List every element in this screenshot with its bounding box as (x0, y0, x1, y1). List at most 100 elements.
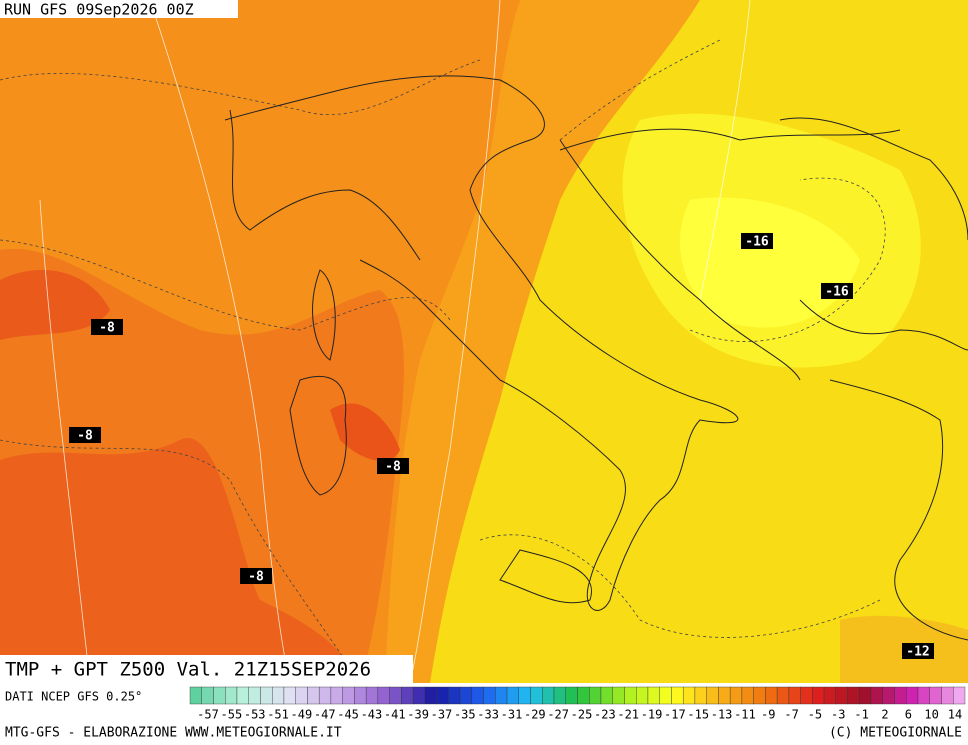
map-title: TMP + GPT Z500 Val. 21Z15SEP2026 (5, 659, 371, 681)
colorbar-swatch (917, 686, 930, 705)
colorbar-swatch (718, 686, 731, 705)
contour-label: -8 (77, 429, 93, 444)
colorbar-swatch (788, 686, 801, 705)
colorbar-label: -35 (454, 708, 476, 722)
colorbar-swatch (271, 686, 285, 705)
colorbar-swatch (401, 686, 414, 705)
colorbar-label: -23 (594, 708, 616, 722)
contour-label-box (377, 458, 409, 474)
colorbar-label: 10 (924, 708, 938, 722)
run-label: RUN GFS 09Sep2026 00Z (4, 1, 194, 19)
colorbar-label: -7 (784, 708, 798, 722)
colorbar-label: -25 (571, 708, 593, 722)
colorbar-swatch (941, 686, 954, 705)
contour-label: -8 (248, 570, 264, 585)
colorbar-swatch (765, 686, 778, 705)
colorbar-swatch (260, 686, 273, 705)
colorbar-swatch (342, 686, 355, 705)
colorbar-swatch (624, 686, 637, 705)
colorbar-swatch (647, 686, 660, 705)
footer-right: (C) METEOGIORNALE (829, 726, 962, 741)
colorbar-swatch (354, 686, 367, 705)
contour-labels: -16 -16 -8 -8 -8 -8 -12 (69, 233, 934, 660)
colorbar-swatch (776, 686, 790, 705)
colorbar-swatch (906, 686, 919, 705)
contour-label-box (91, 319, 123, 335)
colorbar-swatch (295, 686, 308, 705)
footer-left: MTG-GFS - ELABORAZIONE WWW.METEOGIORNALE… (5, 726, 342, 741)
colorbar-swatch (542, 686, 555, 705)
colorbar-swatch (307, 686, 320, 705)
colorbar-swatch (659, 686, 672, 705)
colorbar-swatch (424, 686, 437, 705)
colorbar-label: -51 (267, 708, 289, 722)
colorbar-label: -19 (641, 708, 663, 722)
colorbar-swatch (283, 686, 296, 705)
colorbar-swatch (577, 686, 590, 705)
contour-label-box (821, 283, 853, 299)
colorbar-swatch (201, 686, 214, 705)
colorbar-swatch (741, 686, 754, 705)
colorbar-label: -21 (617, 708, 639, 722)
colorbar-swatch (600, 686, 613, 705)
colorbar-swatch (448, 686, 461, 705)
colorbar-label: 2 (881, 708, 888, 722)
colorbar-label: -29 (524, 708, 546, 722)
colorbar-swatch (412, 686, 426, 705)
colorbar-label: -45 (337, 708, 359, 722)
colorbar-swatch (471, 686, 484, 705)
colorbar-swatch (553, 686, 566, 705)
contour-label-box (741, 233, 773, 249)
map (0, 0, 968, 684)
colorbar-swatch (483, 686, 496, 705)
colorbar-swatch (565, 686, 578, 705)
colorbar-label: -17 (664, 708, 686, 722)
colorbar-label: -33 (477, 708, 499, 722)
source-label: DATI NCEP GFS 0.25° (5, 690, 142, 704)
title-box (0, 655, 413, 684)
colorbar-label: -39 (407, 708, 429, 722)
colorbar-label: -55 (221, 708, 243, 722)
colorbar-label: -47 (314, 708, 336, 722)
colorbar-swatch (671, 686, 684, 705)
colorbar-label: -37 (431, 708, 453, 722)
contour-label-box (240, 568, 272, 584)
colorbar-swatch (847, 686, 860, 705)
contour-label: -8 (99, 321, 115, 336)
contour-label: -16 (745, 235, 769, 250)
colorbar-swatch (729, 686, 743, 705)
colorbar-swatch (495, 686, 508, 705)
colorbar-label: 14 (948, 708, 962, 722)
colorbar-swatch (870, 686, 884, 705)
run-box (0, 0, 238, 18)
contour-label: -8 (385, 460, 401, 475)
colorbar-swatch (365, 686, 379, 705)
colorbar-label: -1 (854, 708, 868, 722)
colorbar-swatch (753, 686, 766, 705)
colorbar-swatch (377, 686, 390, 705)
colorbar-swatch (612, 686, 625, 705)
colorbar-label: -53 (244, 708, 266, 722)
colorbar-swatch (236, 686, 249, 705)
colorbar-swatch (518, 686, 531, 705)
colorbar-swatch (530, 686, 543, 705)
colorbar-label: -49 (291, 708, 313, 722)
colorbar-swatch (694, 686, 707, 705)
colorbar-swatch (835, 686, 848, 705)
colorbar-swatch (330, 686, 343, 705)
colorbar-swatch (859, 686, 872, 705)
colorbar-swatch (800, 686, 813, 705)
contour-label: -12 (906, 645, 929, 660)
colorbar-label: -57 (197, 708, 219, 722)
colorbar-label: -27 (547, 708, 569, 722)
colorbar-swatch (682, 686, 696, 705)
colorbar-swatch (706, 686, 719, 705)
colorbar-swatch (213, 686, 226, 705)
colorbar-label: -9 (761, 708, 775, 722)
colorbar-label: -15 (687, 708, 709, 722)
colorbar-label: -3 (831, 708, 845, 722)
colorbar-swatch (189, 686, 202, 705)
colorbar-label: -43 (361, 708, 383, 722)
colorbar-label: -13 (711, 708, 733, 722)
